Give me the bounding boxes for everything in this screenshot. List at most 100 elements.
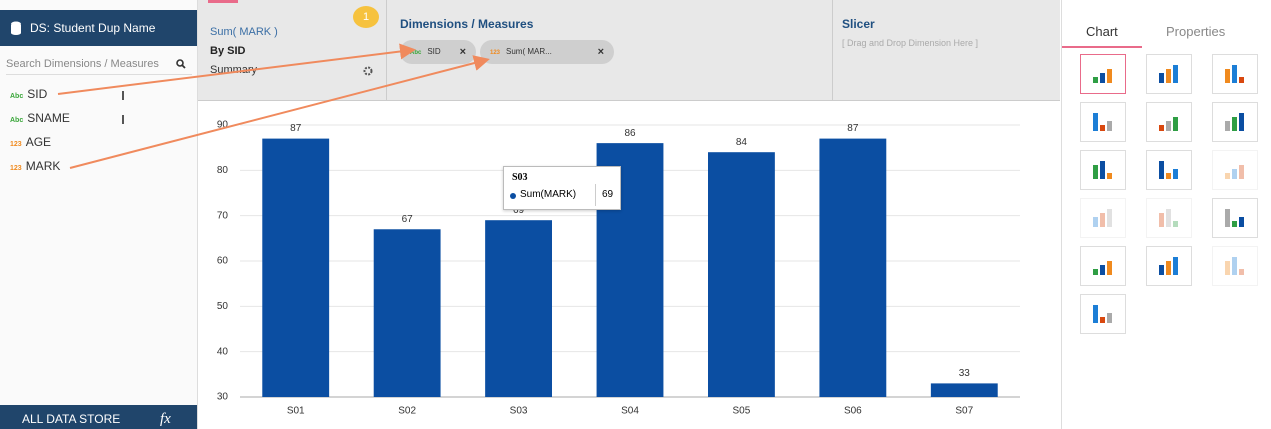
icon-shape	[1239, 165, 1244, 179]
icon-shape	[1225, 261, 1230, 275]
icon-shape	[1166, 261, 1171, 275]
data-label: 87	[847, 123, 859, 134]
search-box[interactable]: Search Dimensions / Measures	[6, 54, 192, 75]
icon-shape	[1107, 209, 1112, 227]
data-label: 67	[402, 214, 414, 225]
tooltip: S03 Sum(MARK) 69	[503, 166, 621, 210]
y-tick-label: 30	[217, 392, 229, 403]
icon-shape	[1239, 217, 1244, 227]
icon-shape	[1232, 221, 1237, 227]
chart-type-icon[interactable]	[1146, 246, 1192, 286]
x-tick-label: S07	[955, 406, 973, 417]
field-name: SID	[27, 87, 48, 101]
bar	[819, 138, 887, 397]
icon-shape	[1093, 113, 1098, 131]
chart-type-icon[interactable]	[1146, 54, 1192, 94]
info-icon	[122, 115, 124, 124]
data-label: 86	[624, 128, 636, 139]
chip-type: 123	[490, 50, 501, 56]
icon-glyph	[1159, 161, 1178, 179]
field-chip[interactable]: 123 Sum( MAR... ×	[480, 40, 614, 64]
icon-shape	[1100, 265, 1105, 275]
chart-type-icon[interactable]	[1080, 246, 1126, 286]
chart-tab[interactable]: Chart	[1086, 24, 1118, 39]
chart-type-icon[interactable]	[1212, 246, 1258, 286]
field-chip[interactable]: Abc SID ×	[400, 40, 476, 64]
x-tick-label: S04	[621, 406, 639, 417]
icon-shape	[1225, 69, 1230, 83]
field-item[interactable]: Abc SNAME	[10, 107, 190, 129]
y-tick-label: 90	[217, 120, 229, 131]
chart-type-icon[interactable]	[1146, 198, 1192, 238]
tooltip-value: 69	[602, 189, 614, 200]
icon-shape	[1100, 161, 1105, 179]
icon-shape	[1232, 117, 1237, 131]
field-name: SNAME	[27, 111, 70, 125]
icon-shape	[1093, 269, 1098, 275]
datasource-header[interactable]: DS: Student Dup Name	[0, 10, 197, 46]
slicer-title: Slicer	[842, 17, 875, 31]
icon-shape	[1225, 209, 1230, 227]
icon-shape	[1166, 121, 1171, 131]
icon-shape	[1173, 169, 1178, 179]
icon-shape	[1232, 65, 1237, 83]
icon-glyph	[1159, 257, 1178, 275]
y-tick-label: 60	[217, 256, 229, 267]
y-tick-label: 40	[217, 346, 229, 357]
toolbar: Sum( MARK ) By SID Summary 1 Dimensions …	[198, 0, 1060, 101]
chart-type-icon[interactable]	[1212, 102, 1258, 142]
divider	[832, 0, 833, 100]
chart-type-icon[interactable]	[1146, 102, 1192, 142]
icon-shape	[1093, 77, 1098, 83]
db-icon	[11, 21, 21, 35]
icon-shape	[1159, 125, 1164, 131]
chip-remove[interactable]: ×	[597, 46, 604, 58]
icon-glyph	[1093, 209, 1112, 227]
field-item[interactable]: Abc SID	[10, 83, 190, 105]
sidebar: DS: Student Dup Name Search Dimensions /…	[0, 0, 198, 429]
icon-shape	[1107, 121, 1112, 131]
field-item[interactable]: 123 AGE	[10, 131, 190, 153]
footer[interactable]: ALL DATA STORE fx	[0, 405, 197, 429]
chip-type: Abc	[410, 50, 422, 56]
tooltip-series: Sum(MARK)	[520, 189, 577, 200]
icon-glyph	[1159, 65, 1178, 83]
chart-type-icon[interactable]	[1080, 294, 1126, 334]
data-label: 84	[736, 137, 748, 148]
fx-button[interactable]: fx	[160, 411, 171, 427]
y-tick-label: 80	[217, 165, 229, 176]
field-item[interactable]: 123 MARK	[10, 155, 190, 177]
step-badge: 1	[353, 6, 379, 28]
icon-shape	[1100, 213, 1105, 227]
chart-type-icon[interactable]	[1080, 198, 1126, 238]
field-name: AGE	[25, 135, 52, 149]
datasource-title: DS: Student Dup Name	[30, 21, 156, 35]
icon-shape	[1166, 69, 1171, 83]
chart-type-icon[interactable]	[1212, 54, 1258, 94]
field-name: MARK	[25, 159, 61, 173]
y-tick-label: 70	[217, 210, 229, 221]
chart-type-icon[interactable]	[1080, 54, 1126, 94]
chart-type-icon[interactable]	[1080, 102, 1126, 142]
field-type: 123	[10, 141, 22, 148]
properties-tab[interactable]: Properties	[1166, 24, 1226, 39]
chip-remove[interactable]: ×	[459, 46, 466, 58]
settings-icon[interactable]	[362, 65, 374, 77]
chart-type-icon[interactable]	[1212, 198, 1258, 238]
divider	[386, 0, 387, 100]
icon-glyph	[1225, 209, 1244, 227]
icon-shape	[1093, 305, 1098, 323]
chart-type-icon[interactable]	[1146, 150, 1192, 190]
icon-shape	[1107, 69, 1112, 83]
bar	[485, 220, 552, 397]
tab-accent	[208, 0, 238, 3]
chart-type-icon[interactable]	[1080, 150, 1126, 190]
icon-shape	[1166, 173, 1171, 179]
divider	[595, 184, 596, 206]
x-tick-label: S05	[733, 406, 751, 417]
chip-label: SID	[427, 47, 441, 56]
x-tick-label: S02	[398, 406, 416, 417]
search-placeholder: Search Dimensions / Measures	[6, 58, 159, 70]
chart-type-icon[interactable]	[1212, 150, 1258, 190]
dimensions-title: Dimensions / Measures	[400, 17, 534, 31]
